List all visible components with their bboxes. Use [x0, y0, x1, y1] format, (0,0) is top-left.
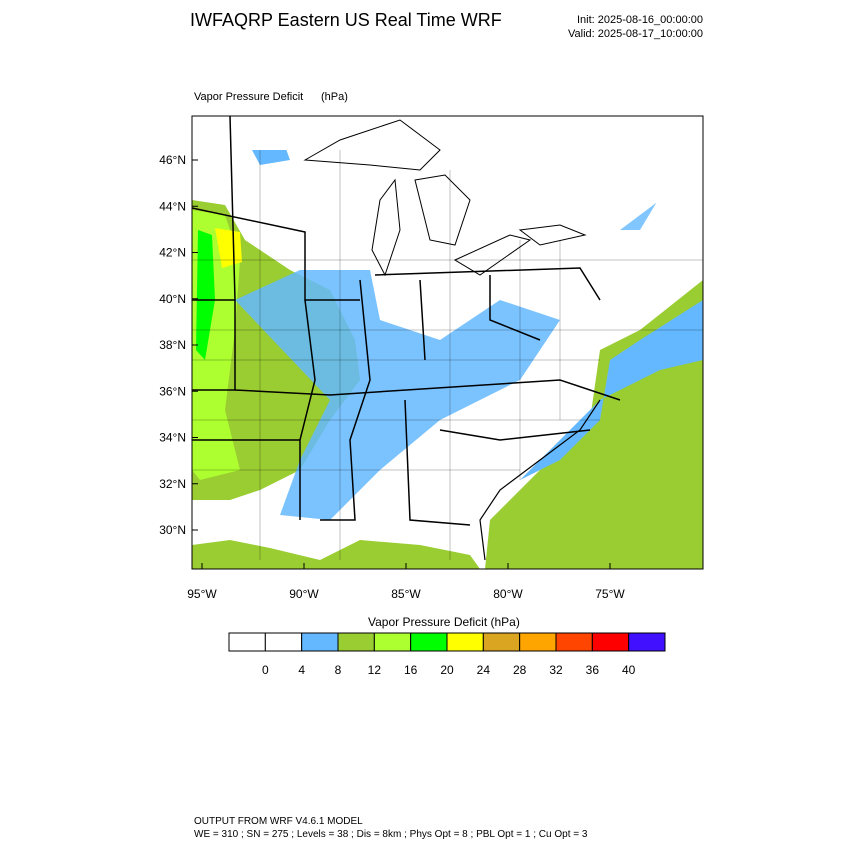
- init-time: Init: 2025-08-16_00:00:00: [577, 14, 703, 26]
- lat-label: 46°N: [159, 153, 186, 167]
- map: [192, 116, 703, 569]
- colorbar-tick-label: 20: [440, 663, 454, 677]
- colorbar-tick-label: 40: [622, 663, 636, 677]
- colorbar-tick-label: 12: [368, 663, 382, 677]
- footer-line: OUTPUT FROM WRF V4.6.1 MODEL: [194, 816, 363, 827]
- colorbar-tick-label: 0: [262, 663, 269, 677]
- lat-label: 34°N: [159, 431, 186, 445]
- colorbar-title: Vapor Pressure Deficit (hPa): [368, 615, 520, 629]
- footer-line: WE = 310 ; SN = 275 ; Levels = 38 ; Dis …: [194, 829, 588, 840]
- colorbar-box: [482, 632, 521, 652]
- lon-label: 90°W: [289, 587, 319, 601]
- title: IWFAQRP Eastern US Real Time WRF: [190, 10, 502, 30]
- colorbar-tick-label: 28: [513, 663, 527, 677]
- colorbar-box: [591, 632, 630, 652]
- colorbar-tick-label: 32: [549, 663, 563, 677]
- colorbar-tick-label: 36: [586, 663, 600, 677]
- lat-label: 30°N: [159, 523, 186, 537]
- lat-label: 44°N: [159, 199, 186, 213]
- colorbar-box: [410, 632, 448, 652]
- colorbar-tick-label: 8: [335, 663, 342, 677]
- colorbar-box: [446, 632, 484, 652]
- colorbar-box: [373, 632, 412, 652]
- lat-label: 36°N: [159, 384, 186, 398]
- colorbar-tick-label: 4: [298, 663, 305, 677]
- colorbar-tick-label: 24: [477, 663, 491, 677]
- lat-label: 38°N: [159, 338, 186, 352]
- valid-time: Valid: 2025-08-17_10:00:00: [568, 28, 703, 40]
- colorbar-box: [519, 632, 557, 652]
- field-label: Vapor Pressure Deficit: [194, 91, 303, 103]
- colorbar-box: [228, 632, 266, 652]
- colorbar-tick-label: 16: [404, 663, 418, 677]
- lat-label: 32°N: [159, 477, 186, 491]
- lat-label: 42°N: [159, 246, 186, 260]
- lon-label: 80°W: [493, 587, 523, 601]
- lon-label: 95°W: [187, 587, 217, 601]
- lon-label: 75°W: [595, 587, 625, 601]
- colorbar-box: [628, 632, 666, 652]
- lon-label: 85°W: [391, 587, 421, 601]
- colorbar-box: [264, 632, 303, 652]
- field-units: (hPa): [321, 91, 348, 103]
- colorbar-box: [337, 632, 375, 652]
- colorbar-box: [301, 632, 339, 652]
- lat-label: 40°N: [159, 292, 186, 306]
- colorbar-box: [555, 632, 593, 652]
- map-frame: [191, 115, 704, 570]
